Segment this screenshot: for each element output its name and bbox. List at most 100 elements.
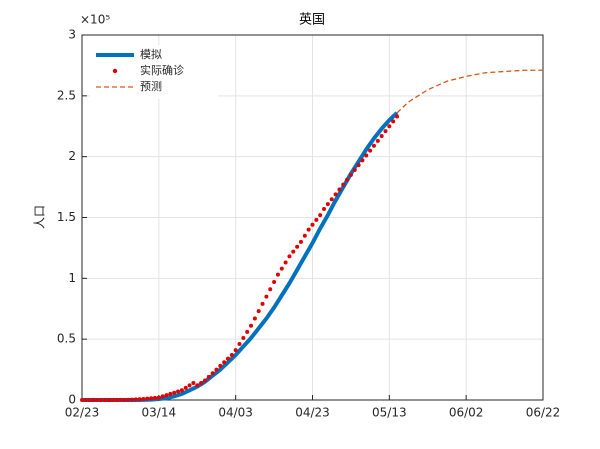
x-tick-label: 04/23 (295, 406, 330, 420)
data-point (383, 129, 388, 134)
data-point (249, 323, 254, 328)
data-point (149, 396, 154, 401)
data-point (168, 391, 173, 396)
y-tick-label: 1.5 (57, 210, 76, 224)
data-point (222, 360, 227, 365)
y-tick-label: 2.5 (57, 88, 76, 102)
data-point (314, 217, 319, 222)
data-point (229, 352, 234, 357)
x-tick-label: 06/02 (449, 406, 484, 420)
x-tick-label: 06/22 (526, 406, 561, 420)
data-point (318, 213, 323, 218)
data-point (164, 393, 169, 398)
data-point (218, 363, 223, 368)
data-point (391, 119, 396, 124)
data-point (306, 227, 311, 232)
plot-frame (81, 34, 544, 401)
data-point (129, 397, 134, 402)
data-point (199, 380, 204, 385)
legend-label: 实际确诊 (140, 63, 184, 77)
data-point (371, 143, 376, 148)
data-point (233, 348, 238, 353)
data-point (375, 138, 380, 143)
data-point (91, 398, 96, 402)
data-point (283, 260, 288, 265)
data-point (156, 395, 161, 400)
data-point (348, 172, 353, 177)
data-point (264, 294, 269, 299)
data-point (110, 398, 115, 402)
data-point (87, 398, 92, 402)
data-point (325, 202, 330, 207)
data-point (145, 396, 150, 401)
data-point (252, 316, 257, 321)
data-point (302, 233, 307, 238)
data-point (352, 168, 357, 173)
data-point (379, 133, 384, 138)
data-point (345, 177, 350, 182)
y-tick-label: 0 (68, 393, 76, 407)
series-line (396, 69, 543, 114)
data-point (179, 388, 184, 393)
data-point (114, 398, 119, 402)
x-tick-label: 03/14 (142, 406, 177, 420)
data-point (329, 197, 334, 202)
data-point (341, 182, 346, 187)
data-point (106, 398, 111, 402)
data-point (126, 397, 131, 402)
data-point (137, 397, 142, 402)
data-point (176, 389, 181, 394)
data-point (356, 163, 361, 168)
data-point (95, 398, 100, 402)
data-point (122, 397, 127, 402)
chart-title: 英国 (299, 13, 325, 28)
data-point (310, 222, 315, 227)
data-point (333, 192, 338, 197)
data-point (103, 398, 108, 402)
data-point (210, 371, 215, 376)
data-point (360, 158, 365, 163)
data-point (245, 329, 250, 334)
y-tick-label: 3 (68, 28, 76, 42)
data-point (133, 397, 138, 402)
data-point (183, 385, 188, 390)
data-point (141, 397, 146, 402)
data-point (195, 383, 200, 388)
data-point (202, 378, 207, 383)
data-point (272, 279, 277, 284)
data-point (387, 124, 392, 129)
data-point (225, 356, 230, 361)
data-point (83, 398, 88, 402)
x-tick-label: 02/23 (65, 406, 100, 420)
y-axis-label: 人口 (33, 205, 47, 229)
data-point (80, 398, 84, 402)
data-point (160, 394, 165, 399)
y-tick-label: 1 (68, 271, 76, 285)
y-tick-label: 2 (68, 149, 76, 163)
legend-label: 模拟 (140, 47, 162, 61)
x-tick-label: 05/13 (372, 406, 407, 420)
data-point (214, 367, 219, 372)
data-point (287, 254, 292, 259)
data-point (275, 272, 280, 277)
data-point (260, 301, 265, 306)
data-point (256, 309, 261, 314)
data-point (295, 244, 300, 249)
x-tick-label: 04/03 (218, 406, 253, 420)
data-point (237, 342, 242, 347)
data-point (298, 239, 303, 244)
data-point (337, 187, 342, 192)
data-point (152, 395, 157, 400)
data-point (268, 287, 273, 292)
data-point (206, 374, 211, 379)
data-point (368, 148, 373, 153)
data-point (191, 380, 196, 385)
data-point (291, 249, 296, 254)
data-point (279, 266, 284, 271)
data-point (395, 114, 400, 119)
data-point (364, 153, 369, 158)
data-point (118, 397, 123, 402)
legend-label: 预测 (140, 80, 162, 93)
